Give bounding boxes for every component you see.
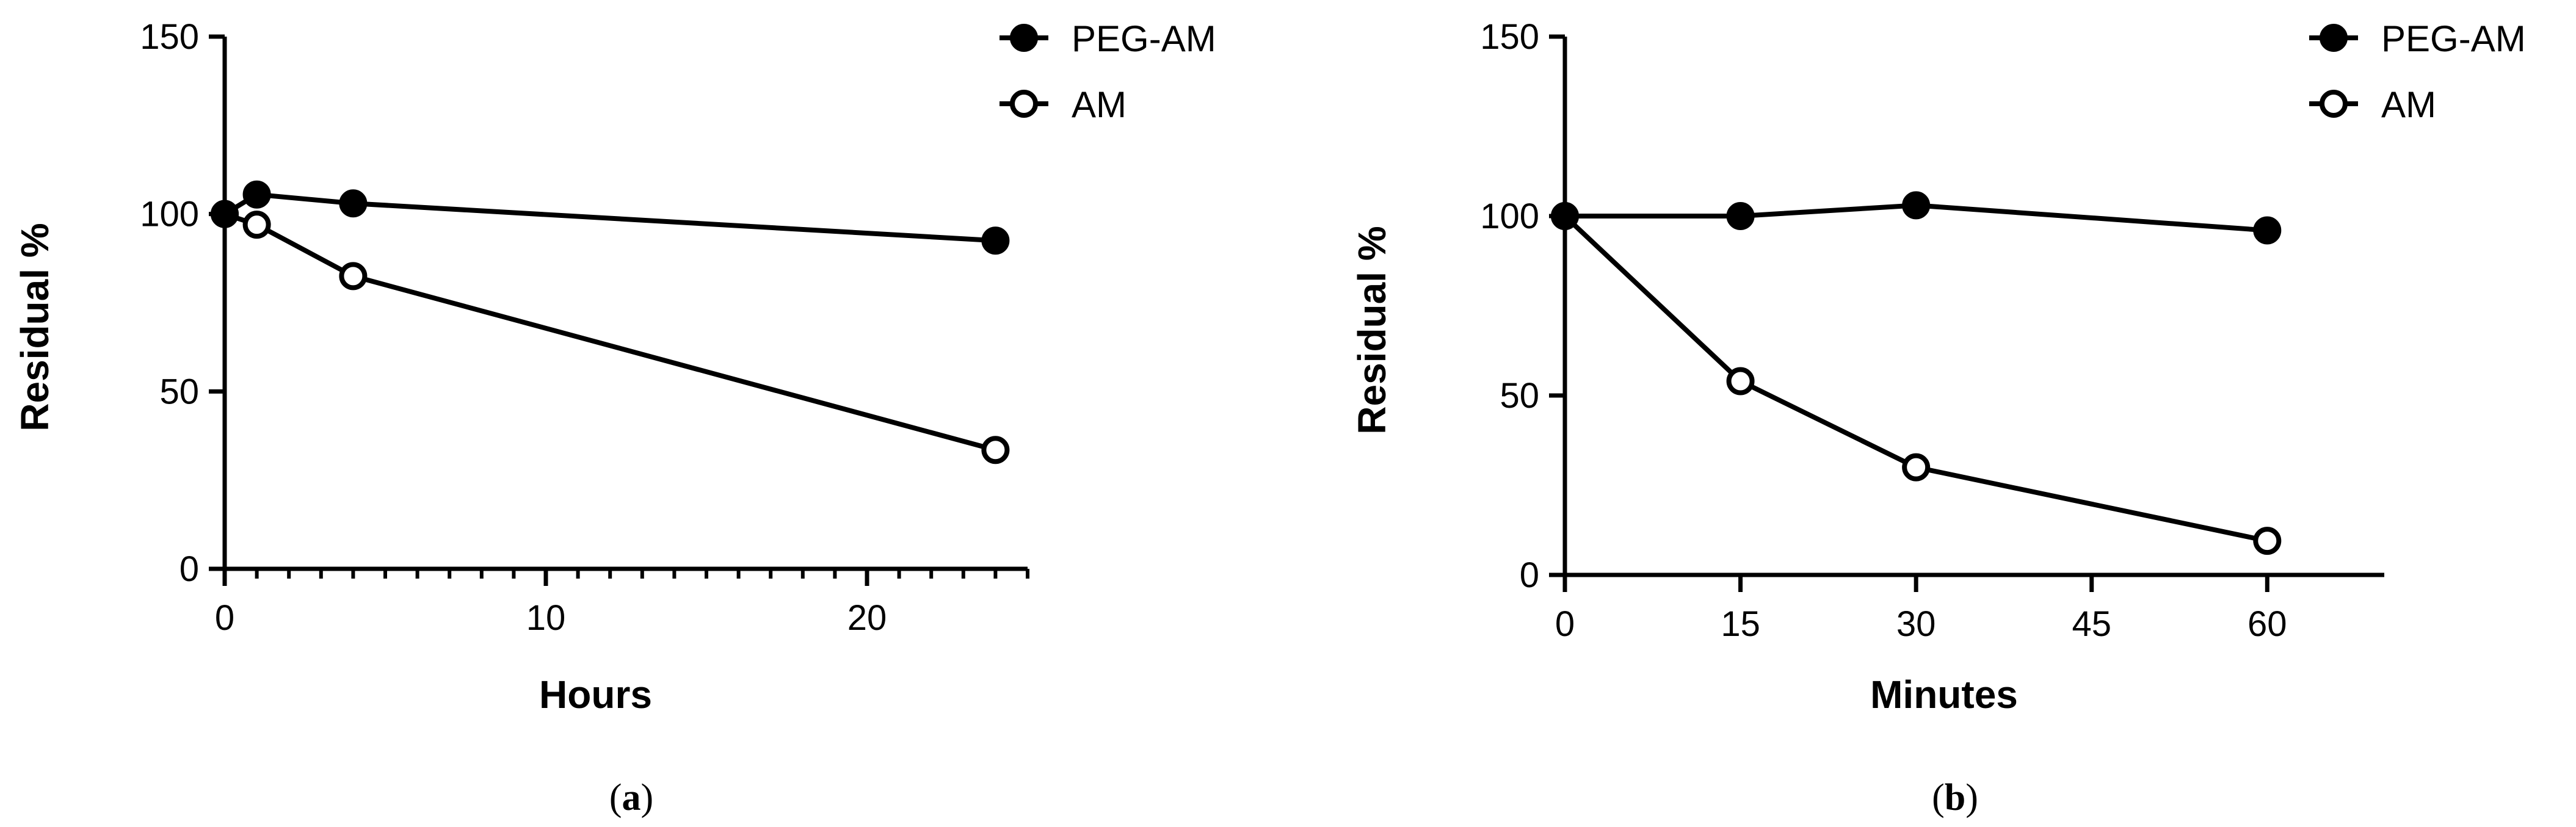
data-point-am (242, 211, 271, 239)
data-point-am (2253, 527, 2282, 555)
legend-label: PEG-AM (2381, 18, 2526, 59)
y-tick-label: 0 (1520, 555, 1539, 595)
panel-caption: (a) (609, 777, 653, 818)
series-line-am (223, 211, 996, 453)
data-point-am (1726, 367, 1755, 395)
legend: PEG-AM AM (1000, 18, 1216, 125)
legend-marker (1010, 90, 1038, 118)
data-point-am (981, 436, 1010, 464)
panel-caption: (b) (1932, 777, 1978, 818)
legend-marker (2320, 24, 2348, 52)
data-point-peg-am (981, 226, 1010, 255)
chart-panel-a: 0 50 100 150 0 10 20 Hours Residual % PEG-AM AM (a) (13, 17, 1216, 818)
y-axis-title: Residual % (1350, 226, 1394, 434)
x-tick-label: 30 (1896, 604, 1936, 644)
y-tick-label: 150 (1480, 17, 1539, 57)
data-point-peg-am (2253, 216, 2282, 245)
data-point-peg-am (1551, 202, 1579, 230)
data-point-peg-am (1726, 202, 1755, 230)
legend-label: AM (2381, 84, 2436, 125)
data-point-am (339, 262, 368, 291)
data-point-peg-am (211, 200, 239, 228)
y-tick-label: 50 (1500, 376, 1539, 416)
y-tick-label: 100 (140, 195, 199, 234)
data-point-am (1902, 453, 1931, 482)
legend-marker (2320, 90, 2348, 118)
series-line-peg-am (223, 192, 996, 244)
legend-label: AM (1072, 84, 1127, 125)
data-point-peg-am (339, 189, 368, 218)
x-tick-label: 20 (847, 598, 887, 638)
x-axis-title: Minutes (1870, 673, 2018, 717)
data-point-peg-am (242, 180, 271, 209)
data-point-peg-am (1902, 191, 1931, 220)
series-line-am (1563, 214, 2268, 544)
x-tick-label: 60 (2248, 604, 2287, 644)
x-axis-title: Hours (539, 673, 652, 717)
x-tick-label: 45 (2072, 604, 2111, 644)
legend-marker (1010, 24, 1038, 52)
legend: PEG-AM AM (2309, 18, 2526, 125)
x-tick-label: 0 (215, 598, 234, 638)
x-tick-label: 10 (526, 598, 566, 638)
y-tick-label: 50 (159, 372, 199, 411)
y-axis-title: Residual % (13, 223, 57, 431)
legend-label: PEG-AM (1072, 18, 1216, 59)
y-tick-label: 150 (140, 17, 199, 57)
series-line-peg-am (1565, 203, 2268, 233)
y-tick-label: 100 (1480, 197, 1539, 236)
x-tick-label: 0 (1555, 604, 1575, 644)
x-tick-label: 15 (1721, 604, 1760, 644)
chart-panel-b: 0 50 100 150 0 15 30 45 60 Minutes Residual % PEG-A… (1350, 17, 2526, 818)
y-tick-label: 0 (180, 549, 199, 589)
